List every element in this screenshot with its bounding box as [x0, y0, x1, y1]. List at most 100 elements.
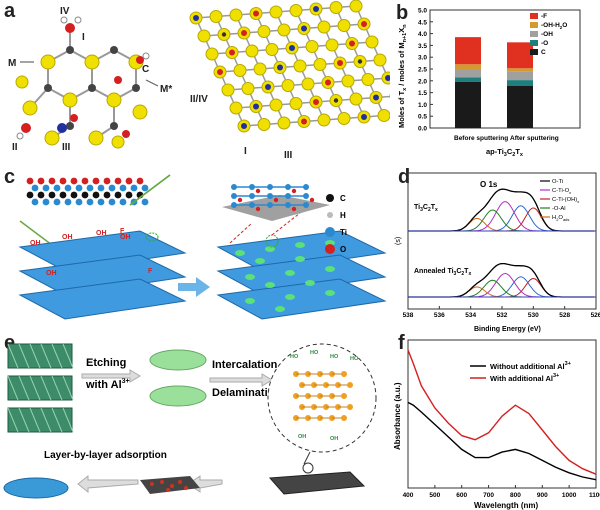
ti-atom — [377, 109, 390, 122]
al-site — [285, 270, 295, 276]
c-atom — [42, 184, 50, 192]
bar-segment — [507, 85, 533, 128]
f-tick-label: 800 — [510, 492, 521, 499]
b-tick-label: 3.5 — [418, 43, 427, 50]
panel-a-figure: IV I M C M* II III II/IV I III — [8, 0, 390, 160]
f-ylabel: Absorbance (a.u.) — [393, 382, 402, 450]
d-legend-label: H2Oads — [552, 215, 569, 222]
max-phase-block — [7, 407, 73, 433]
panel-d-label: d — [398, 166, 411, 188]
c-cluster-o — [237, 197, 243, 203]
surface-site — [313, 99, 319, 105]
c-atom — [26, 191, 34, 199]
svg-text:F: F — [120, 228, 125, 235]
panel-f-label: f — [398, 332, 405, 354]
site-label: II/IV — [190, 94, 208, 105]
ti-atom — [329, 1, 343, 14]
d-component — [408, 279, 595, 298]
ti-atom — [349, 92, 363, 106]
c-atom — [141, 184, 149, 192]
site-label: III — [62, 142, 71, 153]
c-atom — [81, 177, 89, 185]
c-cluster-atom — [303, 202, 309, 208]
c-atom — [59, 191, 67, 199]
c-atom — [221, 32, 227, 37]
d-tick-label: 532 — [497, 312, 508, 319]
ti-atom — [305, 40, 319, 53]
d-ylabel: (s) — [395, 237, 402, 245]
c-atom — [59, 177, 67, 185]
e-intercalation: Intercalation — [212, 359, 278, 371]
ti-atom — [197, 29, 211, 43]
ti-atom — [349, 0, 363, 13]
site-label: III — [284, 150, 293, 160]
surface-site — [301, 25, 307, 32]
svg-text:OH: OH — [62, 234, 73, 241]
c-atom — [97, 198, 105, 206]
e-oh-label: OH — [298, 434, 306, 440]
c-atom — [81, 191, 89, 199]
d-legend-label: O-Ti — [552, 179, 563, 185]
ti-atom — [205, 47, 219, 61]
cation-dot — [184, 486, 188, 490]
b-tick-label: 0.5 — [418, 114, 427, 121]
cation-dot — [150, 482, 154, 486]
c-atom — [141, 198, 149, 206]
b-tick-label: 5.0 — [418, 8, 427, 15]
ti-atom — [341, 415, 347, 421]
c-atom — [37, 191, 45, 199]
bar-segment — [455, 64, 481, 69]
panel-c-label: c — [4, 166, 16, 188]
panel-b-label: b — [396, 2, 409, 24]
bar-segment — [455, 69, 481, 78]
ti-atom — [341, 371, 347, 377]
site-label: M* — [160, 84, 172, 95]
svg-text:OH: OH — [46, 270, 57, 277]
cation-dot — [166, 488, 170, 492]
al-site — [265, 282, 275, 288]
f-tick-label: 600 — [456, 492, 467, 499]
e-oh-label: HO — [290, 354, 299, 360]
cation-dot — [160, 480, 164, 484]
surface-site — [385, 75, 390, 81]
al-site — [305, 280, 315, 286]
al-site — [275, 306, 285, 312]
ti-atom — [281, 79, 295, 92]
d-legend-label: -O-Al — [552, 206, 566, 212]
substrate-film — [140, 476, 200, 494]
bar-segment — [507, 68, 533, 72]
f-tick-label: 700 — [483, 492, 494, 499]
bar-segment — [455, 37, 481, 65]
substrate-dark — [268, 471, 366, 495]
c-atom — [64, 184, 72, 192]
b-tick-label: 1.5 — [418, 90, 427, 97]
c-atom — [70, 177, 78, 185]
ti-atom — [317, 113, 331, 127]
ti-atom — [337, 19, 351, 32]
c-atom — [92, 177, 100, 185]
bar-segment — [507, 42, 533, 69]
c-atom — [64, 198, 72, 206]
al-site — [325, 266, 335, 272]
surface-site — [265, 84, 271, 90]
c-atom — [37, 177, 45, 185]
c-cluster-atom — [303, 193, 309, 199]
e-with-al: with Al3+ — [85, 378, 130, 391]
c-cluster-o — [291, 188, 297, 194]
b-legend-label: -OH — [541, 31, 553, 38]
max-phase-block — [7, 343, 73, 369]
site-label: IV — [60, 6, 70, 17]
c-atom — [70, 191, 78, 199]
c-atom — [53, 198, 61, 206]
al-site — [245, 298, 255, 304]
b-cat-1: After sputtering — [510, 135, 559, 142]
ti-atom — [293, 59, 307, 73]
surface-site — [253, 103, 259, 110]
ti-atom — [269, 5, 283, 19]
surface-site — [289, 45, 295, 51]
e-etching: Etching — [86, 357, 126, 369]
c-legend-h: H — [340, 211, 346, 220]
c-legend-ti: Ti — [340, 228, 347, 237]
b-legend-label: C — [541, 49, 546, 56]
b-tick-label: 1.0 — [418, 102, 427, 109]
